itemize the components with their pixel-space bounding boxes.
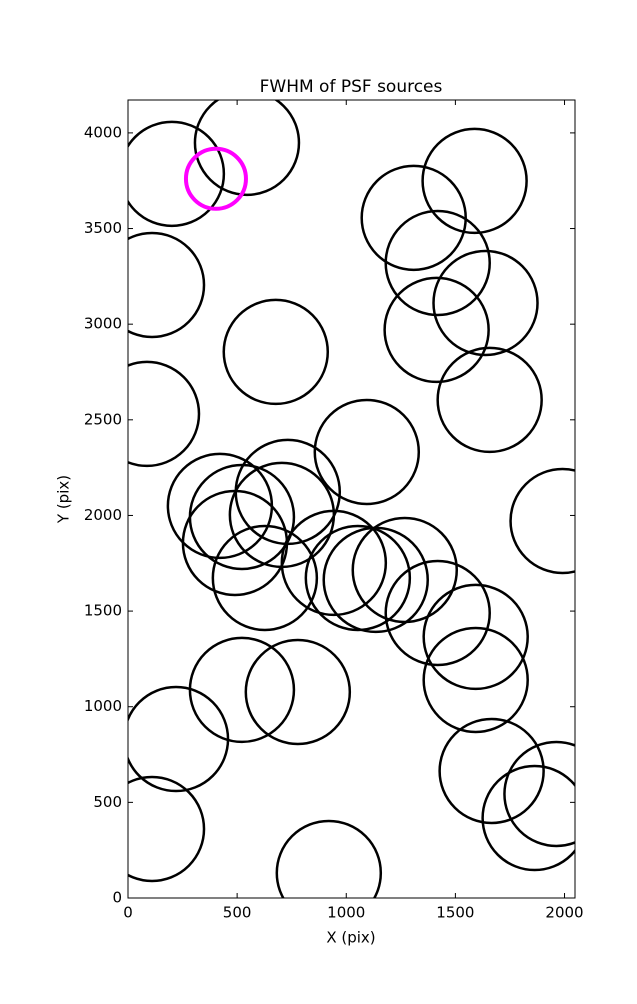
source-marker xyxy=(128,120,226,228)
source-marker xyxy=(188,636,296,744)
source-marker xyxy=(275,819,383,898)
y-tick-label: 2000 xyxy=(84,506,122,524)
x-tick-label: 1500 xyxy=(436,904,474,922)
x-tick-label: 0 xyxy=(123,904,133,922)
source-marker xyxy=(481,764,575,872)
source-marker xyxy=(436,346,543,454)
source-marker xyxy=(211,524,319,632)
y-tick-label: 3000 xyxy=(84,315,122,333)
source-marker xyxy=(503,740,575,848)
source-marker xyxy=(193,100,301,197)
chart-title: FWHM of PSF sources xyxy=(260,77,443,97)
source-marker xyxy=(384,209,491,317)
source-marker xyxy=(128,775,206,883)
y-tick-label: 1000 xyxy=(84,697,122,715)
y-tick-label: 4000 xyxy=(84,123,122,141)
y-tick-label: 0 xyxy=(112,889,122,907)
source-marker xyxy=(304,524,412,632)
x-tick-label: 2000 xyxy=(545,904,583,922)
source-marker xyxy=(384,559,491,667)
y-tick-label: 1500 xyxy=(84,602,122,620)
source-marker xyxy=(322,526,429,634)
source-marker xyxy=(183,146,248,211)
source-marker xyxy=(421,127,528,235)
axes-frame xyxy=(127,99,576,899)
plot-area xyxy=(128,100,575,898)
y-axis-label: Y (pix) xyxy=(55,475,73,524)
source-marker xyxy=(383,276,490,384)
source-marker xyxy=(244,638,352,746)
y-tick-label: 500 xyxy=(93,793,122,811)
x-axis-label: X (pix) xyxy=(326,929,375,947)
y-tick-label: 3500 xyxy=(84,219,122,237)
y-tick-label: 2500 xyxy=(84,410,122,428)
source-marker xyxy=(509,467,575,575)
source-marker xyxy=(280,509,388,617)
source-marker xyxy=(432,249,539,357)
source-marker xyxy=(128,231,206,339)
source-marker xyxy=(313,398,421,506)
source-marker xyxy=(422,626,529,734)
source-marker xyxy=(351,516,459,624)
source-marker xyxy=(222,298,330,406)
source-marker xyxy=(128,360,201,468)
x-tick-label: 1000 xyxy=(327,904,365,922)
source-marker xyxy=(128,685,230,793)
source-marker xyxy=(438,717,545,825)
source-marker xyxy=(422,583,529,691)
x-tick-label: 500 xyxy=(223,904,252,922)
source-marker xyxy=(181,489,289,597)
